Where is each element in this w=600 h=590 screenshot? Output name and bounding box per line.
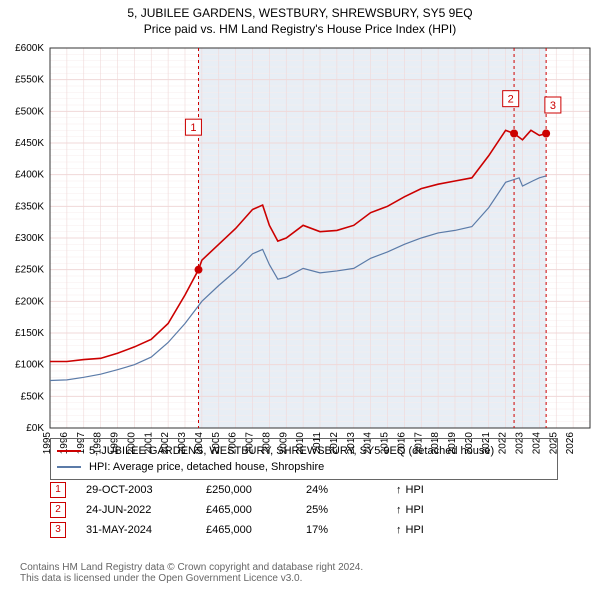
legend-row: HPI: Average price, detached house, Shro… xyxy=(57,459,551,475)
transaction-diff-suffix: HPI xyxy=(406,484,424,496)
footer-line1: Contains HM Land Registry data © Crown c… xyxy=(20,562,363,573)
svg-text:£550K: £550K xyxy=(15,75,44,86)
svg-text:1: 1 xyxy=(190,122,196,134)
svg-text:2: 2 xyxy=(508,94,514,106)
svg-text:2026: 2026 xyxy=(565,432,576,455)
svg-text:£600K: £600K xyxy=(15,43,44,54)
transaction-diff-suffix: HPI xyxy=(406,524,424,536)
chart-svg: £0K£50K£100K£150K£200K£250K£300K£350K£40… xyxy=(50,48,590,428)
legend-label: HPI: Average price, detached house, Shro… xyxy=(89,461,324,473)
svg-text:£250K: £250K xyxy=(15,265,44,276)
legend-swatch xyxy=(57,450,81,452)
transaction-price: £465,000 xyxy=(206,504,306,516)
svg-text:£100K: £100K xyxy=(15,360,44,371)
title-subtitle: Price paid vs. HM Land Registry's House … xyxy=(0,22,600,36)
transaction-row: 2 24-JUN-2022£465,00025%↑ HPI xyxy=(50,500,424,520)
title-address: 5, JUBILEE GARDENS, WESTBURY, SHREWSBURY… xyxy=(0,6,600,20)
chart-area: £0K£50K£100K£150K£200K£250K£300K£350K£40… xyxy=(50,48,590,428)
footer-line2: This data is licensed under the Open Gov… xyxy=(20,573,363,584)
transaction-row: 1 29-OCT-2003£250,00024%↑ HPI xyxy=(50,480,424,500)
svg-text:3: 3 xyxy=(550,100,556,112)
transaction-diff: 17% xyxy=(306,524,396,536)
transaction-date: 29-OCT-2003 xyxy=(86,484,206,496)
transaction-price: £250,000 xyxy=(206,484,306,496)
transaction-marker: 3 xyxy=(50,522,66,538)
svg-text:£450K: £450K xyxy=(15,138,44,149)
legend-label: 5, JUBILEE GARDENS, WESTBURY, SHREWSBURY… xyxy=(89,445,494,457)
chart-container: 5, JUBILEE GARDENS, WESTBURY, SHREWSBURY… xyxy=(0,0,600,590)
transaction-diff: 24% xyxy=(306,484,396,496)
legend: 5, JUBILEE GARDENS, WESTBURY, SHREWSBURY… xyxy=(50,438,558,480)
svg-text:£300K: £300K xyxy=(15,233,44,244)
transaction-row: 3 31-MAY-2024£465,00017%↑ HPI xyxy=(50,520,424,540)
legend-row: 5, JUBILEE GARDENS, WESTBURY, SHREWSBURY… xyxy=(57,443,551,459)
transaction-diff-suffix: HPI xyxy=(406,504,424,516)
svg-text:£150K: £150K xyxy=(15,328,44,339)
footer: Contains HM Land Registry data © Crown c… xyxy=(20,562,363,584)
transaction-price: £465,000 xyxy=(206,524,306,536)
svg-text:£50K: £50K xyxy=(21,391,45,402)
transaction-marker: 2 xyxy=(50,502,66,518)
arrow-up-icon: ↑ xyxy=(396,524,402,536)
svg-text:£400K: £400K xyxy=(15,170,44,181)
svg-text:£200K: £200K xyxy=(15,296,44,307)
arrow-up-icon: ↑ xyxy=(396,484,402,496)
svg-text:£350K: £350K xyxy=(15,201,44,212)
transaction-diff: 25% xyxy=(306,504,396,516)
transaction-date: 24-JUN-2022 xyxy=(86,504,206,516)
svg-text:£500K: £500K xyxy=(15,106,44,117)
arrow-up-icon: ↑ xyxy=(396,504,402,516)
titles: 5, JUBILEE GARDENS, WESTBURY, SHREWSBURY… xyxy=(0,0,600,36)
transaction-date: 31-MAY-2024 xyxy=(86,524,206,536)
transaction-marker: 1 xyxy=(50,482,66,498)
legend-swatch xyxy=(57,466,81,467)
transactions-table: 129-OCT-2003£250,00024%↑HPI224-JUN-2022£… xyxy=(50,480,424,540)
